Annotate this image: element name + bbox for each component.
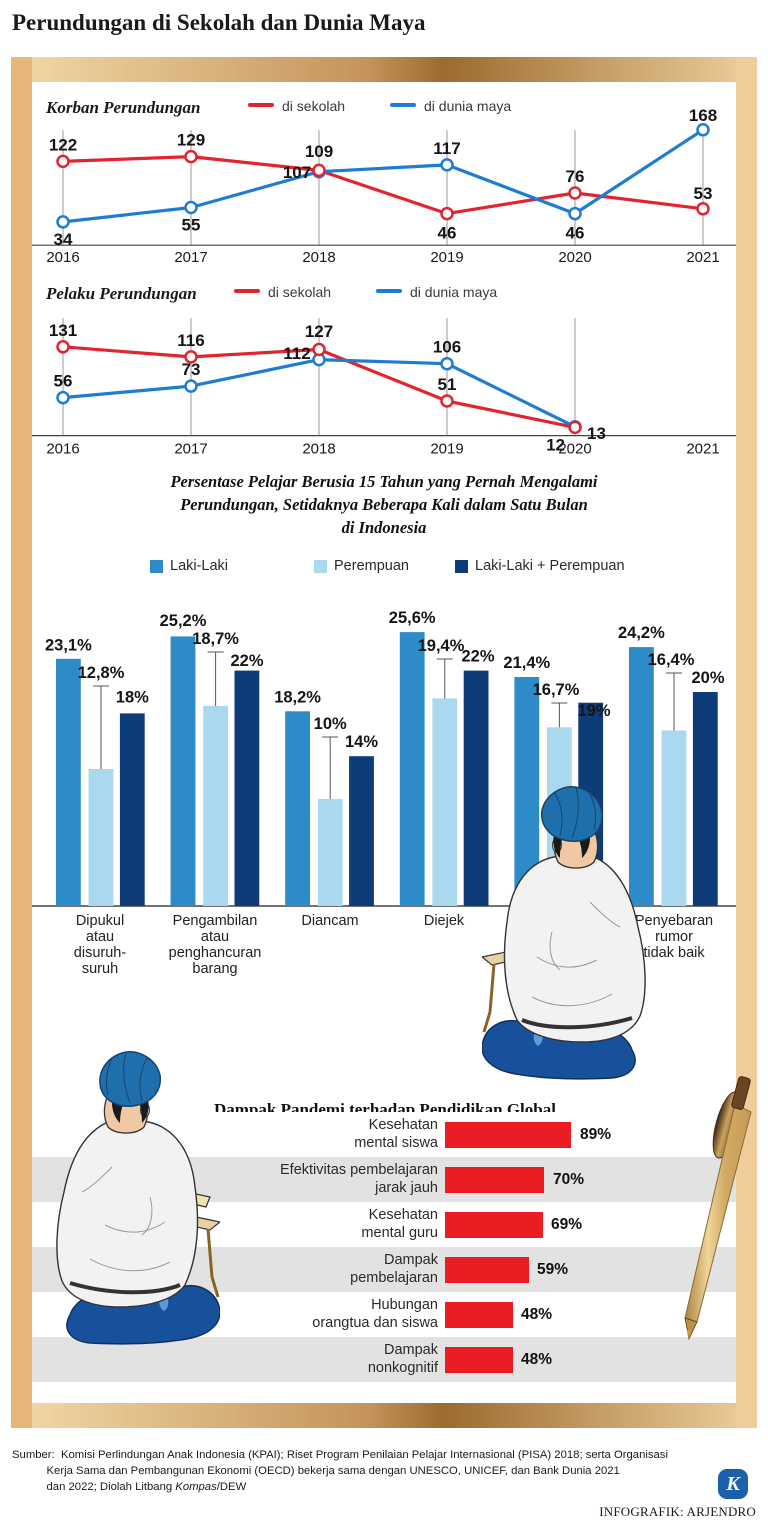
svg-text:18%: 18% <box>116 689 149 707</box>
svg-text:56: 56 <box>54 372 73 391</box>
svg-text:20%: 20% <box>691 669 724 687</box>
svg-text:73: 73 <box>182 360 201 379</box>
svg-text:22%: 22% <box>461 648 494 666</box>
svg-text:22%: 22% <box>230 652 263 670</box>
svg-text:25,2%: 25,2% <box>160 612 207 630</box>
svg-text:12,8%: 12,8% <box>78 664 125 682</box>
svg-text:55: 55 <box>182 216 201 235</box>
svg-text:53: 53 <box>694 184 713 203</box>
svg-text:2021: 2021 <box>686 249 719 266</box>
svg-text:Pengambilan: Pengambilan <box>173 913 258 929</box>
svg-text:suruh: suruh <box>82 961 118 977</box>
svg-text:107: 107 <box>283 163 311 182</box>
svg-text:112: 112 <box>283 344 310 363</box>
svg-text:51: 51 <box>438 375 457 394</box>
svg-text:Diejek: Diejek <box>424 913 465 929</box>
svg-text:barang: barang <box>192 961 237 977</box>
svg-text:penghancuran: penghancuran <box>169 945 262 961</box>
svg-text:76: 76 <box>566 167 585 186</box>
svg-text:disuruh-: disuruh- <box>74 945 127 961</box>
svg-text:2017: 2017 <box>174 441 207 458</box>
svg-text:19%: 19% <box>577 702 610 720</box>
svg-text:131: 131 <box>49 321 77 340</box>
svg-text:117: 117 <box>433 139 460 158</box>
svg-text:atau: atau <box>201 929 229 945</box>
svg-text:127: 127 <box>305 322 333 341</box>
svg-text:34: 34 <box>54 230 73 249</box>
svg-text:116: 116 <box>177 331 204 350</box>
svg-text:10%: 10% <box>314 715 347 733</box>
svg-text:2020: 2020 <box>558 441 591 458</box>
svg-text:Diancam: Diancam <box>301 913 358 929</box>
svg-text:16,4%: 16,4% <box>648 651 695 669</box>
svg-text:25,6%: 25,6% <box>389 609 436 627</box>
svg-text:129: 129 <box>177 131 205 150</box>
svg-text:2021: 2021 <box>686 441 719 458</box>
svg-text:24,2%: 24,2% <box>618 624 665 642</box>
svg-text:16,7%: 16,7% <box>533 681 580 699</box>
svg-text:46: 46 <box>438 224 457 243</box>
svg-text:14%: 14% <box>345 733 378 751</box>
svg-text:168: 168 <box>689 106 717 125</box>
svg-text:2019: 2019 <box>430 249 463 266</box>
svg-text:2016: 2016 <box>46 441 79 458</box>
svg-text:2018: 2018 <box>302 249 335 266</box>
svg-text:2018: 2018 <box>302 441 335 458</box>
svg-text:21,4%: 21,4% <box>503 654 550 672</box>
svg-text:18,2%: 18,2% <box>274 688 321 706</box>
svg-text:2020: 2020 <box>558 249 591 266</box>
svg-text:2016: 2016 <box>46 249 79 266</box>
svg-text:109: 109 <box>305 142 333 161</box>
svg-text:23,1%: 23,1% <box>45 636 92 654</box>
svg-text:Dipukul: Dipukul <box>76 913 124 929</box>
svg-text:19,4%: 19,4% <box>418 637 465 655</box>
svg-text:2017: 2017 <box>174 249 207 266</box>
svg-text:46: 46 <box>566 224 585 243</box>
svg-text:2019: 2019 <box>430 441 463 458</box>
svg-text:atau: atau <box>86 929 114 945</box>
svg-text:122: 122 <box>49 135 77 154</box>
svg-text:18,7%: 18,7% <box>192 630 239 648</box>
svg-text:106: 106 <box>433 338 461 357</box>
